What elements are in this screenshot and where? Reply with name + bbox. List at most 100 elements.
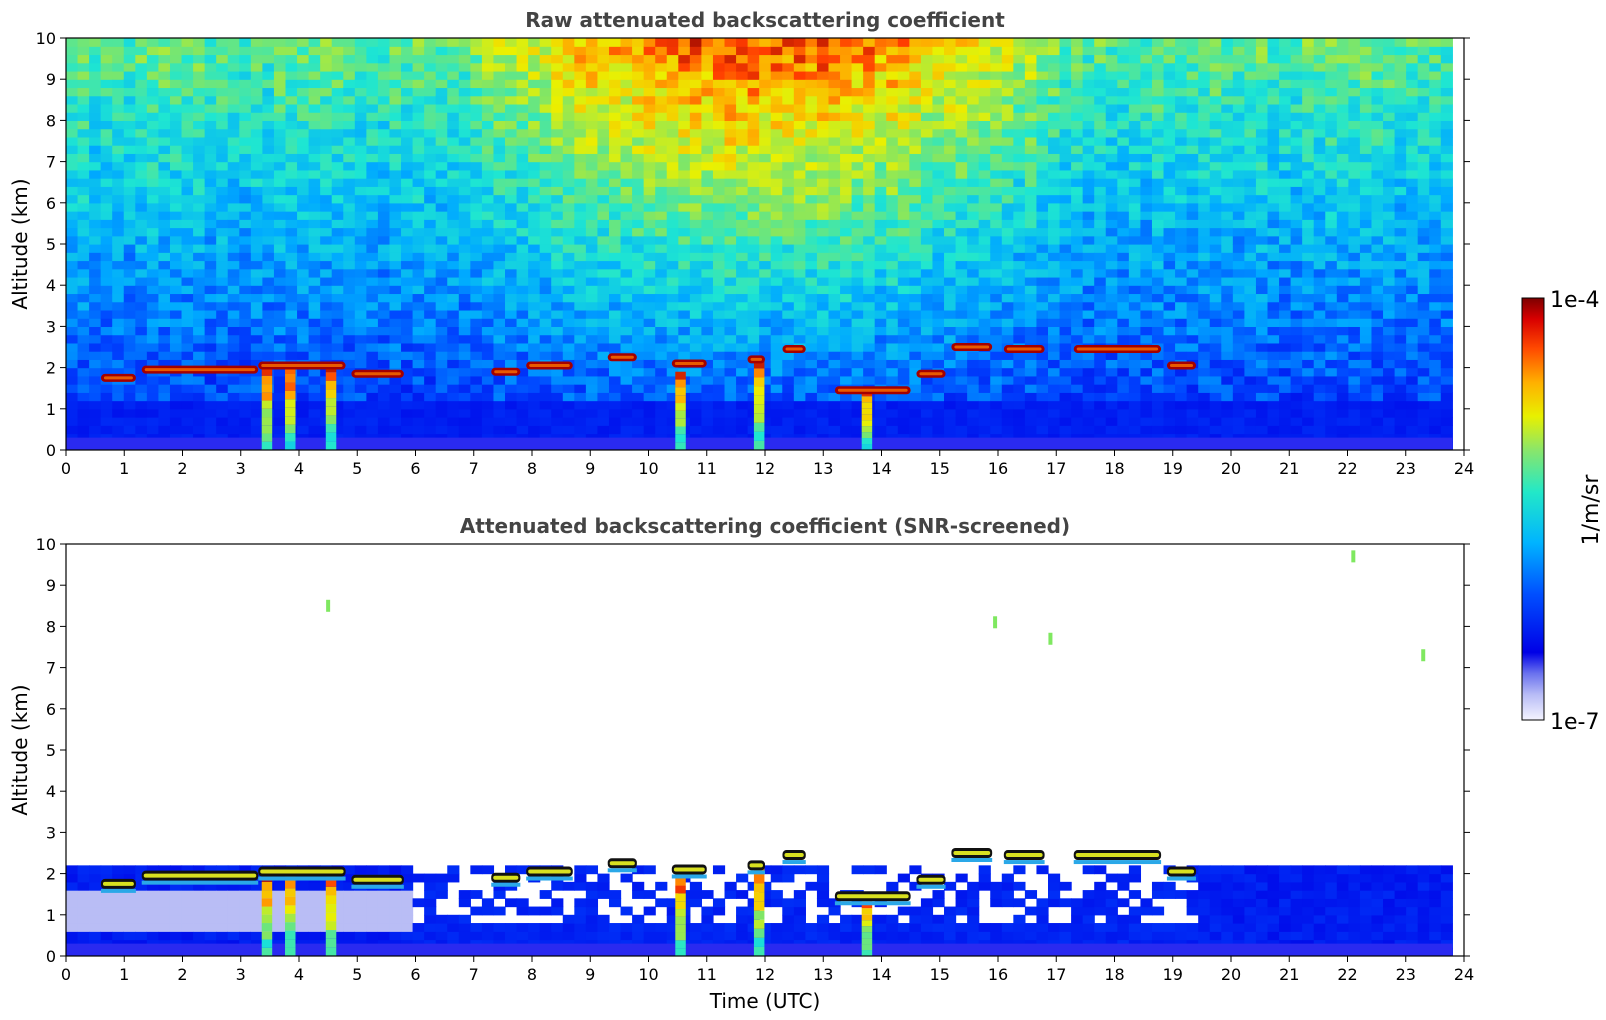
x-tick-label: 17 (1046, 459, 1066, 478)
x-tick-label: 20 (1221, 965, 1241, 984)
precip-column (753, 865, 765, 956)
x-tick-label: 3 (236, 459, 246, 478)
isolated-signal (1351, 550, 1356, 563)
cloud-layer (258, 866, 346, 881)
precip-column (285, 365, 296, 450)
y-tick-label: 4 (46, 782, 56, 801)
cloud-layer (526, 866, 573, 881)
isolated-signal (326, 599, 331, 612)
x-tick-label: 19 (1163, 965, 1183, 984)
cloud-layer (1073, 345, 1162, 354)
cloud-layer (951, 848, 993, 862)
x-tick-label: 10 (638, 459, 658, 478)
cloud-layer (491, 872, 521, 887)
bottom-heatmap (66, 550, 1453, 956)
top-y-axis-label: Altitude (km) (8, 178, 32, 309)
cloud-layer (141, 365, 259, 374)
y-tick-label: 6 (46, 194, 56, 213)
precip-column (325, 363, 337, 450)
y-tick-label: 7 (46, 659, 56, 678)
cloud-layer (671, 864, 707, 879)
top-axis-ticks: 0 1 2 3 4 5 6 7 8 9 10 11 12 13 14 15 16 17 18 19 20 21 22 23 24… (36, 29, 1475, 478)
top-panel: Raw attenuated backscattering coefficien… (8, 8, 1474, 478)
isolated-signal (993, 616, 998, 629)
cloud-layer (834, 386, 911, 395)
x-tick-label: 12 (755, 965, 775, 984)
x-tick-label: 0 (61, 459, 71, 478)
y-tick-label: 3 (46, 823, 56, 842)
y-tick-label: 0 (46, 441, 56, 460)
x-tick-label: 7 (469, 965, 479, 984)
bottom-panel: Attenuated backscattering coefficient (S… (8, 514, 1474, 1013)
x-tick-label: 14 (871, 459, 891, 478)
y-tick-label: 7 (46, 153, 56, 172)
x-tick-label: 5 (352, 459, 362, 478)
x-tick-label: 22 (1337, 459, 1357, 478)
isolated-signal (1421, 649, 1426, 662)
x-tick-label: 19 (1163, 459, 1183, 478)
top-heatmap (66, 38, 1453, 450)
y-tick-label: 1 (46, 906, 56, 925)
cloud-layer (100, 373, 136, 382)
cloud-layer (258, 361, 346, 370)
x-tick-label: 2 (177, 965, 187, 984)
precip-column (753, 359, 765, 450)
cloud-layer (1166, 866, 1197, 881)
cloud-layer (1166, 361, 1197, 370)
x-tick-label: 8 (527, 459, 537, 478)
bottom-panel-title: Attenuated backscattering coefficient (S… (460, 514, 1070, 538)
precip-column (285, 871, 296, 956)
cloud-layer (782, 345, 806, 354)
bottom-y-axis-label: Altitude (km) (8, 684, 32, 815)
cloud-layer (491, 367, 521, 376)
x-tick-label: 13 (813, 459, 833, 478)
x-tick-label: 4 (294, 965, 304, 984)
x-tick-label: 16 (988, 965, 1008, 984)
cloud-layer (526, 361, 573, 370)
y-tick-label: 3 (46, 317, 56, 336)
colorbar-gradient (1521, 297, 1545, 721)
x-tick-label: 16 (988, 459, 1008, 478)
y-tick-label: 8 (46, 111, 56, 130)
y-tick-label: 6 (46, 700, 56, 719)
precip-column (325, 869, 337, 956)
x-tick-label: 11 (697, 965, 717, 984)
x-tick-label: 6 (410, 965, 420, 984)
y-tick-label: 1 (46, 400, 56, 419)
y-tick-label: 2 (46, 865, 56, 884)
x-tick-label: 15 (930, 459, 950, 478)
colorbar: 1e-4 1e-7 1/m/sr (1521, 288, 1604, 735)
x-tick-label: 13 (813, 965, 833, 984)
y-tick-label: 4 (46, 276, 56, 295)
y-tick-label: 9 (46, 70, 56, 89)
precip-column (861, 390, 873, 450)
x-tick-label: 9 (585, 459, 595, 478)
x-tick-label: 21 (1279, 965, 1299, 984)
x-tick-label: 17 (1046, 965, 1066, 984)
cloud-layer (671, 359, 707, 368)
colorbar-min-label: 1e-7 (1550, 710, 1599, 735)
x-tick-label: 23 (1396, 459, 1416, 478)
x-tick-label: 20 (1221, 459, 1241, 478)
cloud-layer (916, 874, 946, 889)
y-tick-label: 0 (46, 947, 56, 966)
x-tick-label: 8 (527, 965, 537, 984)
cloud-layer (1003, 345, 1045, 354)
cloud-layer (747, 860, 765, 875)
precip-column (261, 873, 273, 956)
cloud-layer (351, 369, 404, 378)
x-tick-label: 7 (469, 459, 479, 478)
bottom-axis-ticks: 0 1 2 3 4 5 6 7 8 9 10 11 12 13 14 15 16 17 18 19 20 21 22 23 24… (36, 535, 1475, 984)
x-tick-label: 5 (352, 965, 362, 984)
y-tick-label: 2 (46, 359, 56, 378)
cloud-layer (607, 858, 637, 873)
x-tick-label: 18 (1104, 459, 1124, 478)
x-tick-label: 18 (1104, 965, 1124, 984)
bottom-x-axis-label: Time (UTC) (709, 989, 821, 1013)
precip-column (675, 877, 686, 956)
cloud-layer (141, 870, 259, 885)
cloud-layer (951, 343, 993, 351)
colorbar-unit-label: 1/m/sr (1579, 474, 1604, 546)
x-tick-label: 6 (410, 459, 420, 478)
x-tick-label: 1 (119, 459, 129, 478)
